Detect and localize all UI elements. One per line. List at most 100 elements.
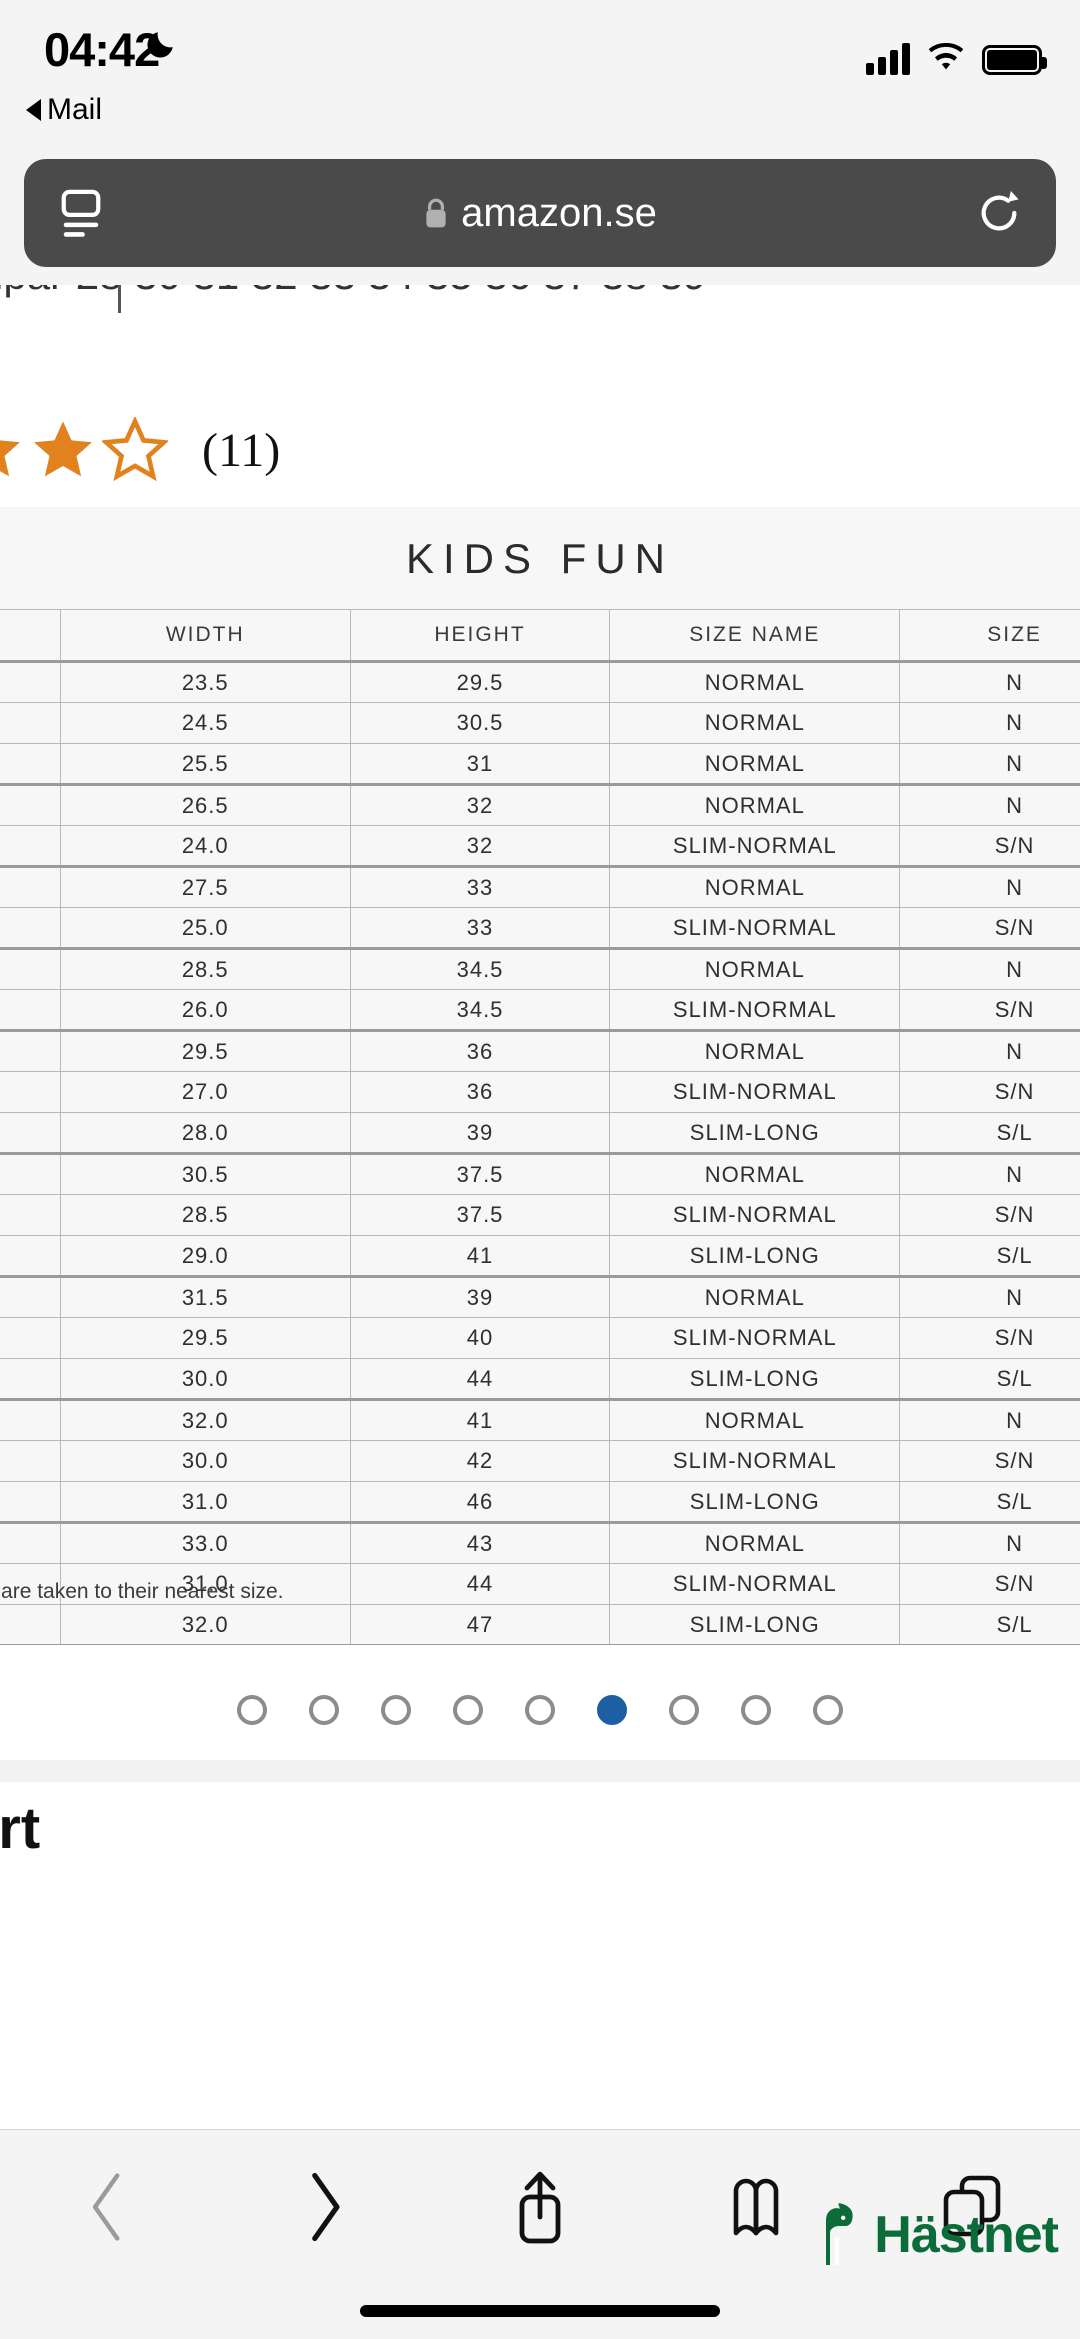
site-brand-logo[interactable]: Hästnet — [812, 2203, 1059, 2267]
table-cell: NORMAL — [609, 865, 901, 908]
address-bar[interactable]: amazon.se — [24, 159, 1056, 267]
clipped-size-links[interactable]: ipar 28 30 31 32 33 34 35 36 37 38 39 — [0, 285, 706, 299]
chart-title: KIDS FUN — [405, 535, 674, 582]
table-row: 27.5 33 NORMAL N — [0, 865, 1080, 908]
carousel-dot[interactable] — [309, 1695, 339, 1725]
table-row: 28.0 39 SLIM-LONG S/L — [0, 1112, 1080, 1154]
table-cell: 30.0 — [59, 1358, 351, 1400]
clipped-row-divider — [118, 285, 121, 313]
table-cell: NORMAL — [609, 743, 901, 785]
section-divider — [0, 1760, 1080, 1782]
table-cell: 24.5 — [59, 702, 351, 744]
table-cell: N — [899, 783, 1080, 826]
carousel-dot[interactable] — [381, 1695, 411, 1725]
table-row: 24.0 32 SLIM-NORMAL S/N — [0, 825, 1080, 867]
crescent-moon-icon — [147, 32, 173, 58]
table-row: 29.0 41 SLIM-LONG S/L — [0, 1235, 1080, 1277]
table-cell: 29.5 — [349, 660, 611, 703]
table-cell: SLIM-NORMAL — [609, 1563, 901, 1605]
back-button[interactable] — [0, 2152, 216, 2262]
carousel-dot[interactable] — [453, 1695, 483, 1725]
table-cell: 25.0 — [59, 907, 351, 949]
table-cell: 29.0 — [59, 1235, 351, 1277]
table-cell: 32.0 — [59, 1604, 351, 1645]
chevron-right-icon — [312, 2172, 340, 2242]
table-cell: NORMAL — [609, 947, 901, 990]
carousel-dot[interactable] — [525, 1695, 555, 1725]
reader-view-icon[interactable] — [58, 187, 104, 239]
table-cell: N — [899, 660, 1080, 703]
size-chart-image[interactable]: KIDS FUN WIDTH HEIGHT SIZE NAME SIZE 23.5 29… — [0, 507, 1080, 1645]
share-button[interactable] — [432, 2152, 648, 2262]
table-cell: N — [899, 1275, 1080, 1318]
carousel-dot[interactable] — [813, 1695, 843, 1725]
table-cell: S/N — [899, 907, 1080, 949]
table-cell — [0, 865, 61, 908]
table-cell: NORMAL — [609, 660, 901, 703]
carousel-dot-active[interactable] — [597, 1695, 627, 1725]
table-cell: N — [899, 947, 1080, 990]
table-row: 30.5 37.5 NORMAL N — [0, 1152, 1080, 1195]
table-cell — [0, 825, 61, 867]
table-cell — [0, 743, 61, 785]
table-cell: S/N — [899, 989, 1080, 1031]
carousel-pagination[interactable] — [0, 1670, 1080, 1750]
column-header-blank — [0, 609, 61, 662]
table-cell: S/L — [899, 1481, 1080, 1523]
table-cell: 41 — [349, 1235, 611, 1277]
status-time: 04:42 — [44, 23, 160, 76]
table-cell: SLIM-NORMAL — [609, 907, 901, 949]
table-cell — [0, 1358, 61, 1400]
table-cell: NORMAL — [609, 1521, 901, 1564]
review-count[interactable]: (11) — [202, 423, 281, 477]
tabs-button[interactable] — [864, 2152, 1080, 2262]
table-row: 31.0 44 SLIM-NORMAL S/N — [0, 1563, 1080, 1605]
table-cell: 37.5 — [349, 1194, 611, 1236]
table-cell: N — [899, 702, 1080, 744]
star-filled-icon — [0, 440, 20, 477]
clipped-size-link-row: ipar 28 30 31 32 33 34 35 36 37 38 39 — [0, 285, 1080, 313]
table-cell: 37.5 — [349, 1152, 611, 1195]
table-cell: SLIM-NORMAL — [609, 1317, 901, 1359]
table-cell — [0, 989, 61, 1031]
table-cell: 46 — [349, 1481, 611, 1523]
table-cell: 34.5 — [349, 947, 611, 990]
table-cell — [0, 947, 61, 990]
table-cell — [0, 1194, 61, 1236]
table-body: 23.5 29.5 NORMAL N 24.5 30.5 NORMAL N 25.5 31 NORM… — [0, 660, 1080, 1645]
horse-head-icon — [826, 2203, 853, 2265]
table-cell: 33 — [349, 907, 611, 949]
carousel-dot[interactable] — [669, 1695, 699, 1725]
url-display[interactable]: amazon.se — [24, 159, 1056, 267]
table-cell: 39 — [349, 1275, 611, 1318]
book-icon — [733, 2178, 779, 2236]
carousel-dot[interactable] — [237, 1695, 267, 1725]
bookmarks-button[interactable] — [648, 2152, 864, 2262]
carousel-dot[interactable] — [741, 1695, 771, 1725]
browser-chrome: amazon.se — [0, 155, 1080, 285]
back-to-mail-button[interactable]: Mail — [26, 93, 102, 127]
table-row: 23.5 29.5 NORMAL N — [0, 660, 1080, 703]
table-row: 29.5 36 NORMAL N — [0, 1029, 1080, 1072]
forward-button[interactable] — [216, 2152, 432, 2262]
url-text: amazon.se — [461, 190, 657, 235]
web-page-content: ipar 28 30 31 32 33 34 35 36 37 38 39 (1… — [0, 285, 1080, 2129]
table-cell: SLIM-LONG — [609, 1481, 901, 1523]
table-cell — [0, 1152, 61, 1195]
browser-toolbar: Hästnet — [0, 2129, 1080, 2339]
table-cell — [0, 1398, 61, 1441]
table-cell: S/N — [899, 825, 1080, 867]
table-cell: 28.5 — [59, 947, 351, 990]
table-cell: S/L — [899, 1358, 1080, 1400]
table-header-row: WIDTH HEIGHT SIZE NAME SIZE — [0, 609, 1080, 662]
table-cell: 31.0 — [59, 1563, 351, 1605]
table-cell: 24.0 — [59, 825, 351, 867]
table-cell: 40 — [349, 1317, 611, 1359]
rating-row[interactable]: (11) — [0, 417, 280, 483]
table-cell: 31 — [349, 743, 611, 785]
table-cell: 31.0 — [59, 1481, 351, 1523]
reload-icon[interactable] — [976, 187, 1022, 239]
table-cell: S/N — [899, 1563, 1080, 1605]
table-row: 30.0 44 SLIM-LONG S/L — [0, 1358, 1080, 1400]
column-header-size-name: SIZE NAME — [609, 609, 901, 662]
